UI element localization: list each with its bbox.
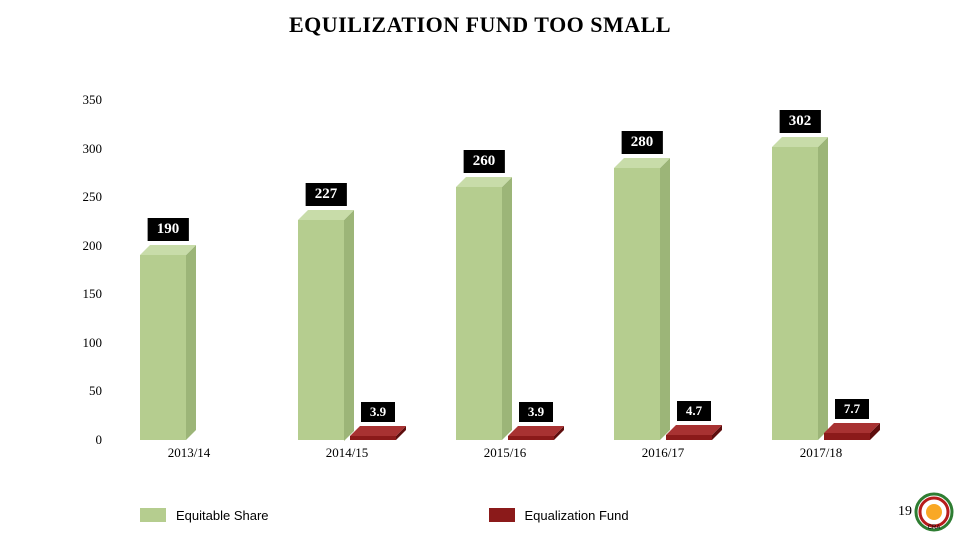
bar-value-label: 4.7 bbox=[677, 401, 711, 421]
svg-text:CRA: CRA bbox=[928, 525, 941, 531]
bar bbox=[666, 435, 712, 440]
bar bbox=[824, 433, 870, 440]
bar-value-label: 3.9 bbox=[519, 402, 553, 422]
legend: Equitable Share Equalization Fund bbox=[140, 504, 820, 526]
x-tick: 2015/16 bbox=[484, 445, 527, 461]
y-tick: 150 bbox=[83, 286, 103, 302]
x-tick: 2013/14 bbox=[168, 445, 211, 461]
y-tick: 350 bbox=[83, 92, 103, 108]
x-axis: 2013/14 2014/15 2015/16 2016/17 2017/18 bbox=[110, 445, 900, 465]
x-tick: 2014/15 bbox=[326, 445, 369, 461]
bar bbox=[456, 187, 502, 440]
bar-value-label: 227 bbox=[306, 183, 347, 206]
slide: { "title": "EQUILIZATION FUND TOO SMALL"… bbox=[0, 0, 960, 540]
y-tick: 250 bbox=[83, 189, 103, 205]
legend-item-equitable-share: Equitable Share bbox=[140, 508, 269, 523]
y-axis: 050100150200250300350 bbox=[60, 100, 110, 440]
bar bbox=[350, 436, 396, 440]
bar-value-label: 280 bbox=[622, 131, 663, 154]
bar bbox=[772, 147, 818, 440]
page-number: 19 bbox=[898, 504, 912, 520]
bar-chart: 050100150200250300350 1902273.92603.9280… bbox=[60, 100, 900, 470]
legend-item-equalization-fund: Equalization Fund bbox=[489, 508, 629, 523]
y-tick: 50 bbox=[89, 383, 102, 399]
bar bbox=[508, 436, 554, 440]
y-tick: 0 bbox=[96, 432, 103, 448]
x-tick: 2016/17 bbox=[642, 445, 685, 461]
bar-value-label: 260 bbox=[464, 150, 505, 173]
bar-value-label: 3.9 bbox=[361, 402, 395, 422]
y-tick: 100 bbox=[83, 335, 103, 351]
slide-title: EQUILIZATION FUND TOO SMALL bbox=[0, 12, 960, 38]
bar-value-label: 7.7 bbox=[835, 399, 869, 419]
cra-logo: CRA bbox=[914, 492, 954, 532]
x-tick: 2017/18 bbox=[800, 445, 843, 461]
bar bbox=[298, 220, 344, 441]
legend-swatch bbox=[140, 508, 166, 522]
bar bbox=[140, 255, 186, 440]
legend-swatch bbox=[489, 508, 515, 522]
legend-label: Equitable Share bbox=[176, 508, 269, 523]
bar-value-label: 302 bbox=[780, 110, 821, 133]
plot-area: 190 227 3.9 260 3.9 280 4.7 302 7.7 bbox=[110, 100, 900, 440]
y-tick: 200 bbox=[83, 238, 103, 254]
y-tick: 300 bbox=[83, 141, 103, 157]
legend-label: Equalization Fund bbox=[525, 508, 629, 523]
bar-value-label: 190 bbox=[148, 218, 189, 241]
bar bbox=[614, 168, 660, 440]
